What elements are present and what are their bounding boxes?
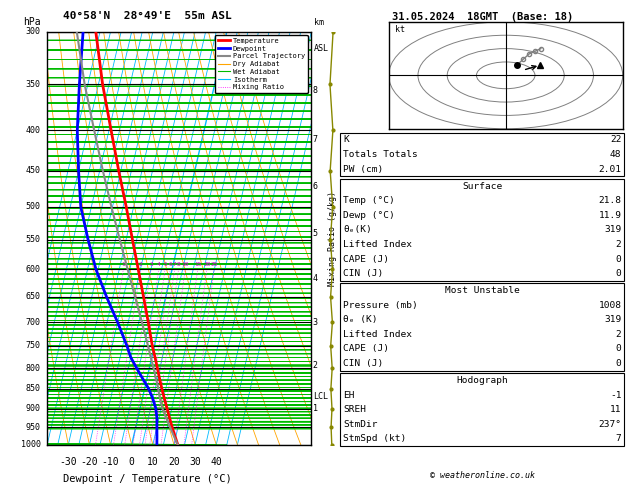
- Text: 8: 8: [313, 86, 318, 95]
- Text: 0: 0: [616, 269, 621, 278]
- Text: 15: 15: [194, 262, 201, 267]
- Text: 0: 0: [129, 457, 135, 467]
- Text: 5: 5: [313, 229, 318, 238]
- Text: 2.01: 2.01: [598, 165, 621, 174]
- Text: 7: 7: [313, 135, 318, 144]
- Text: 1008: 1008: [598, 301, 621, 310]
- Text: 3: 3: [149, 262, 153, 267]
- Text: 650: 650: [26, 293, 40, 301]
- Text: 11: 11: [610, 405, 621, 414]
- Text: 0: 0: [616, 255, 621, 263]
- Text: 22: 22: [610, 136, 621, 144]
- Text: 25: 25: [210, 262, 218, 267]
- Text: 1: 1: [121, 262, 125, 267]
- Text: 10: 10: [147, 457, 159, 467]
- Text: 1: 1: [313, 403, 318, 413]
- Text: -10: -10: [102, 457, 120, 467]
- Text: ASL: ASL: [314, 44, 329, 53]
- Text: 550: 550: [26, 235, 40, 244]
- Text: 800: 800: [26, 364, 40, 373]
- Text: 850: 850: [26, 384, 40, 394]
- Text: Lifted Index: Lifted Index: [343, 240, 413, 249]
- Text: 2: 2: [616, 330, 621, 339]
- Text: Most Unstable: Most Unstable: [445, 286, 520, 295]
- Text: 2: 2: [616, 240, 621, 249]
- Text: 11.9: 11.9: [598, 211, 621, 220]
- Text: 30: 30: [189, 457, 201, 467]
- Text: 6: 6: [313, 183, 318, 191]
- Text: km: km: [314, 18, 324, 27]
- Text: Hodograph: Hodograph: [456, 376, 508, 385]
- Text: 0: 0: [616, 359, 621, 368]
- Text: 2: 2: [313, 362, 318, 370]
- Text: 2: 2: [138, 262, 142, 267]
- Text: 237°: 237°: [598, 420, 621, 429]
- Text: 1000: 1000: [21, 440, 40, 449]
- Text: CIN (J): CIN (J): [343, 269, 384, 278]
- Text: hPa: hPa: [23, 17, 40, 27]
- Text: 7: 7: [173, 262, 177, 267]
- Text: 40: 40: [210, 457, 222, 467]
- Legend: Temperature, Dewpoint, Parcel Trajectory, Dry Adiabat, Wet Adiabat, Isotherm, Mi: Temperature, Dewpoint, Parcel Trajectory…: [214, 35, 308, 93]
- Text: 950: 950: [26, 423, 40, 432]
- Text: CIN (J): CIN (J): [343, 359, 384, 368]
- Text: 500: 500: [26, 202, 40, 211]
- Text: 3: 3: [313, 318, 318, 328]
- Text: SREH: SREH: [343, 405, 367, 414]
- Text: θₑ (K): θₑ (K): [343, 315, 378, 324]
- Text: θₑ(K): θₑ(K): [343, 226, 372, 234]
- Text: StmDir: StmDir: [343, 420, 378, 429]
- Text: -1: -1: [610, 391, 621, 399]
- Text: 4: 4: [313, 274, 318, 283]
- Text: -20: -20: [81, 457, 98, 467]
- Text: 350: 350: [26, 80, 40, 89]
- Text: LCL: LCL: [313, 392, 328, 401]
- Text: 31.05.2024  18GMT  (Base: 18): 31.05.2024 18GMT (Base: 18): [391, 12, 573, 22]
- Text: 10: 10: [182, 262, 189, 267]
- Text: Mixing Ratio (g/kg): Mixing Ratio (g/kg): [328, 191, 337, 286]
- Text: Totals Totals: Totals Totals: [343, 150, 418, 159]
- Text: Lifted Index: Lifted Index: [343, 330, 413, 339]
- Text: Surface: Surface: [462, 182, 502, 191]
- Text: 4: 4: [157, 262, 160, 267]
- Text: 8: 8: [177, 262, 181, 267]
- Text: EH: EH: [343, 391, 355, 399]
- Text: 21.8: 21.8: [598, 196, 621, 205]
- Text: 900: 900: [26, 404, 40, 413]
- Text: CAPE (J): CAPE (J): [343, 345, 389, 353]
- Text: 0: 0: [616, 345, 621, 353]
- Text: © weatheronline.co.uk: © weatheronline.co.uk: [430, 471, 535, 480]
- Text: Dewpoint / Temperature (°C): Dewpoint / Temperature (°C): [63, 473, 232, 484]
- Text: -30: -30: [60, 457, 77, 467]
- Text: 600: 600: [26, 265, 40, 274]
- Text: K: K: [343, 136, 349, 144]
- Text: 319: 319: [604, 315, 621, 324]
- Text: 700: 700: [26, 318, 40, 327]
- Text: 300: 300: [26, 27, 40, 36]
- Text: 7: 7: [616, 434, 621, 443]
- Text: 450: 450: [26, 166, 40, 175]
- Text: 319: 319: [604, 226, 621, 234]
- Text: Pressure (mb): Pressure (mb): [343, 301, 418, 310]
- Text: kt: kt: [394, 24, 404, 34]
- Text: 20: 20: [203, 262, 211, 267]
- Text: 40°58'N  28°49'E  55m ASL: 40°58'N 28°49'E 55m ASL: [63, 11, 232, 21]
- Text: 48: 48: [610, 150, 621, 159]
- Text: StmSpd (kt): StmSpd (kt): [343, 434, 407, 443]
- Text: 400: 400: [26, 126, 40, 135]
- Text: 6: 6: [169, 262, 172, 267]
- Text: 5: 5: [163, 262, 167, 267]
- Text: 20: 20: [168, 457, 180, 467]
- Text: PW (cm): PW (cm): [343, 165, 384, 174]
- Text: 750: 750: [26, 342, 40, 350]
- Text: Dewp (°C): Dewp (°C): [343, 211, 395, 220]
- Text: CAPE (J): CAPE (J): [343, 255, 389, 263]
- Text: Temp (°C): Temp (°C): [343, 196, 395, 205]
